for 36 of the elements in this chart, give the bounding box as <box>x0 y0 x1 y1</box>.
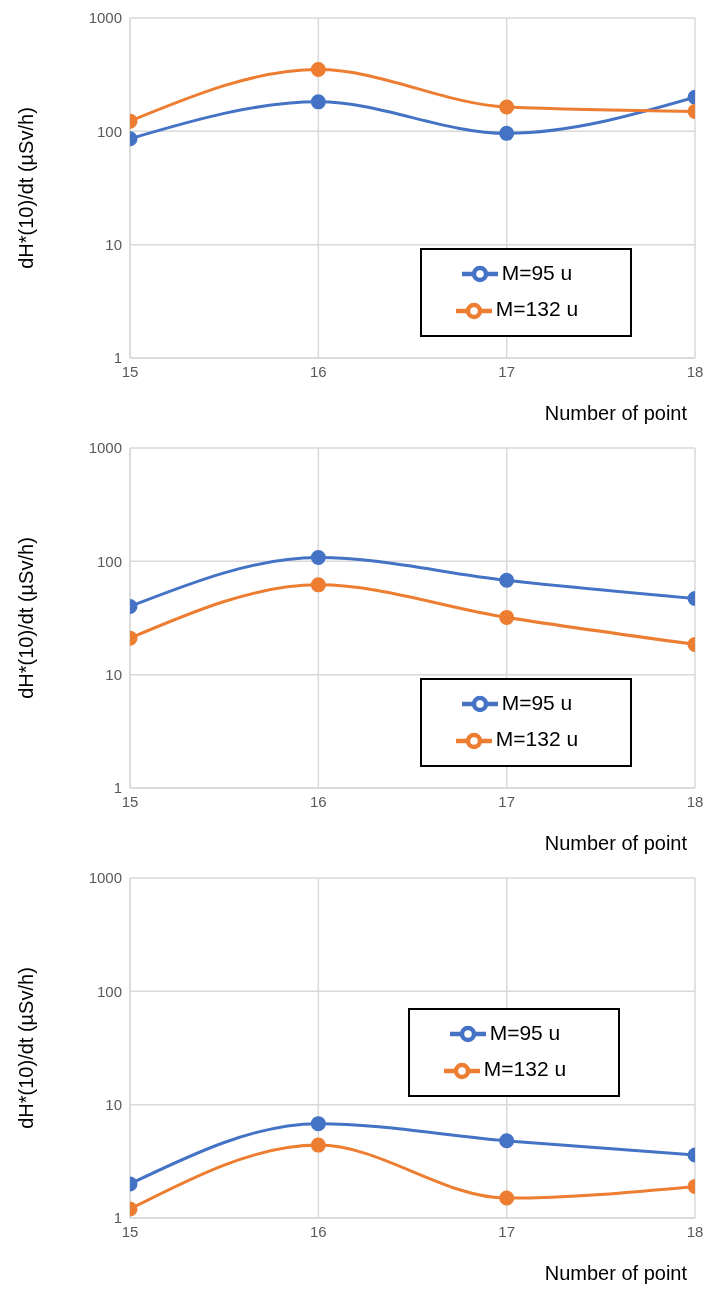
x-tick-label: 15 <box>121 792 139 810</box>
y-tick-label: 1000 <box>88 869 122 887</box>
x-tick-label: 16 <box>309 1222 327 1240</box>
x-tick-label: 17 <box>498 1222 516 1240</box>
legend-label: M=132 u <box>495 297 579 321</box>
y-axis-title: dH*(10)/dt (µSv/h) <box>15 537 38 699</box>
legend-label: M=132 u <box>483 1057 567 1081</box>
y-tick-label: 100 <box>96 982 122 1000</box>
legend-label: M=132 u <box>495 727 579 751</box>
y-axis-title: dH*(10)/dt (µSv/h) <box>15 107 38 269</box>
legend-label: M=95 u <box>501 691 573 714</box>
x-axis-title: Number of point <box>544 402 688 424</box>
x-tick-label: 18 <box>686 792 704 810</box>
x-tick-label: 17 <box>498 792 516 810</box>
y-tick-label: 1 <box>113 1209 122 1227</box>
legend-label: M=95 u <box>501 261 573 284</box>
y-tick-label: 1 <box>113 349 122 367</box>
x-axis-title: Number of point <box>544 832 688 854</box>
legend-label: M=95 u <box>489 1021 561 1044</box>
y-tick-label: 100 <box>96 122 122 140</box>
x-tick-label: 16 <box>309 792 327 810</box>
x-tick-label: 15 <box>121 1222 139 1240</box>
y-tick-label: 10 <box>105 665 122 683</box>
x-tick-label: 18 <box>686 362 704 380</box>
x-tick-label: 18 <box>686 1222 704 1240</box>
y-axis-title: dH*(10)/dt (µSv/h) <box>15 967 38 1129</box>
y-tick-label: 10 <box>105 235 122 253</box>
x-axis-title: Number of point <box>544 1262 688 1284</box>
y-tick-label: 1000 <box>88 439 122 457</box>
x-tick-label: 15 <box>121 362 139 380</box>
x-tick-label: 16 <box>309 362 327 380</box>
y-tick-label: 100 <box>96 552 122 570</box>
y-tick-label: 10 <box>105 1095 122 1113</box>
x-tick-label: 17 <box>498 362 516 380</box>
y-tick-label: 1 <box>113 779 122 797</box>
y-tick-label: 1000 <box>88 9 122 27</box>
